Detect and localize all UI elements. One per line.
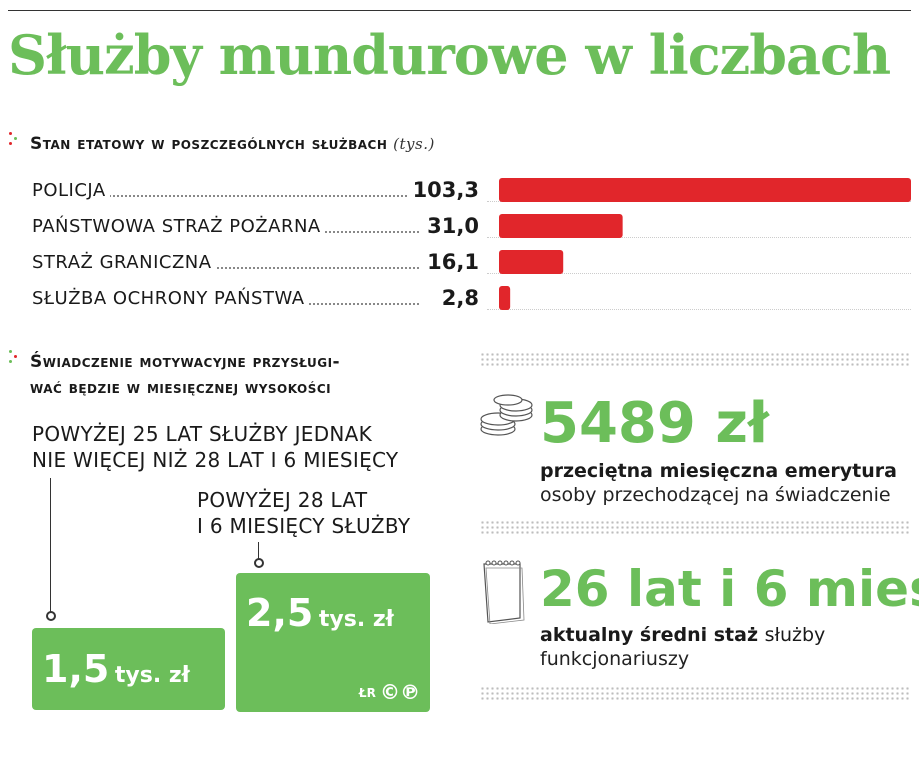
- section-heading-staffing: Stan etatowy w poszczególnych służbach (…: [30, 134, 435, 154]
- benefit-amount-a-unit: tys. zł: [114, 663, 190, 688]
- chart-row: PAŃSTWOWA STRAŻ POŻARNA 31,0: [32, 214, 479, 238]
- page-title: Służby mundurowe w liczbach: [8, 23, 891, 87]
- coin-stack-icon: [480, 394, 533, 436]
- section-heading-unit: (tys.): [393, 135, 435, 153]
- section-heading-line1: Świadczenie motywacyjne przysługi-: [30, 352, 341, 372]
- author-credit-text: ŁR: [358, 686, 376, 700]
- data-label: 2,8: [437, 286, 479, 310]
- data-label: 16,1: [423, 250, 479, 274]
- benefit-amount-b-unit: tys. zł: [318, 607, 394, 632]
- separator-dots: [480, 352, 911, 366]
- category-label: SŁUŻBA OCHRONY PAŃSTWA: [32, 288, 309, 309]
- benefit-box-a: 1,5 tys. zł: [32, 628, 225, 710]
- separator-dots: [480, 520, 911, 534]
- benefit-amount-b: 2,5 tys. zł: [246, 591, 394, 635]
- section-heading-text: Stan etatowy w poszczególnych służbach: [30, 134, 388, 154]
- tenure-caption-line2: funkcjonariuszy: [540, 648, 690, 670]
- callout-marker-a: [46, 611, 56, 621]
- chart-row: STRAŻ GRANICZNA 16,1: [32, 250, 479, 274]
- tenure-caption: aktualny średni staż służby: [540, 624, 825, 646]
- separator-dots: [480, 686, 911, 700]
- calendar-icon: [483, 560, 525, 624]
- benefit-box-b: 2,5 tys. zł ŁR ©℗: [236, 573, 430, 712]
- category-label: POLICJA: [32, 180, 110, 201]
- leader-dots: [32, 267, 419, 269]
- section-heading-benefit: Świadczenie motywacyjne przysługi- wać b…: [30, 349, 340, 401]
- category-label: PAŃSTWOWA STRAŻ POŻARNA: [32, 216, 325, 237]
- benefit-label-a-line2: NIE WIĘCEJ NIŻ 28 LAT I 6 MIESIĘCY: [32, 448, 399, 472]
- top-rule: [8, 10, 911, 11]
- pension-caption: osoby przechodzącej na świadczenie: [540, 484, 891, 506]
- benefit-amount-b-number: 2,5: [246, 591, 314, 635]
- chart-gridlines: [487, 178, 911, 314]
- chart-row: POLICJA 103,3: [32, 178, 479, 202]
- chart-row: SŁUŻBA OCHRONY PAŃSTWA 2,8: [32, 286, 479, 310]
- benefit-label-a: POWYŻEJ 25 LAT SŁUŻBY JEDNAK NIE WIĘCEJ …: [32, 421, 398, 473]
- section-bullet-icon: [9, 350, 19, 364]
- callout-line-a: [50, 478, 51, 614]
- section-heading-line2: wać będzie w miesięcznej wysokości: [30, 378, 332, 398]
- pension-caption-bold: przeciętna miesięczna emerytura: [540, 460, 897, 482]
- copyright-icon: ©: [380, 680, 400, 704]
- tenure-value: 26 lat i 6 mies.: [540, 560, 919, 618]
- callout-line-b: [258, 542, 259, 560]
- author-credit: ŁR ©℗: [359, 680, 420, 704]
- benefit-label-a-line1: POWYŻEJ 25 LAT SŁUŻBY JEDNAK: [32, 422, 373, 446]
- benefit-label-b-line2: I 6 MIESIĘCY SŁUŻBY: [197, 514, 411, 538]
- section-bullet-icon: [9, 132, 19, 146]
- benefit-label-b-line1: POWYŻEJ 28 LAT: [197, 488, 368, 512]
- benefit-amount-a-number: 1,5: [42, 647, 110, 691]
- leader-dots: [32, 195, 419, 197]
- benefit-label-b: POWYŻEJ 28 LAT I 6 MIESIĘCY SŁUŻBY: [197, 487, 410, 539]
- benefit-amount-a: 1,5 tys. zł: [42, 647, 190, 691]
- data-label: 103,3: [408, 178, 479, 202]
- category-label: STRAŻ GRANICZNA: [32, 252, 216, 273]
- tenure-caption-normal: służby: [764, 624, 826, 646]
- phonogram-icon: ℗: [400, 680, 420, 704]
- data-label: 31,0: [423, 214, 479, 238]
- pension-value: 5489 zł: [540, 391, 769, 456]
- tenure-caption-bold: aktualny średni staż: [540, 624, 759, 646]
- callout-marker-b: [254, 558, 264, 568]
